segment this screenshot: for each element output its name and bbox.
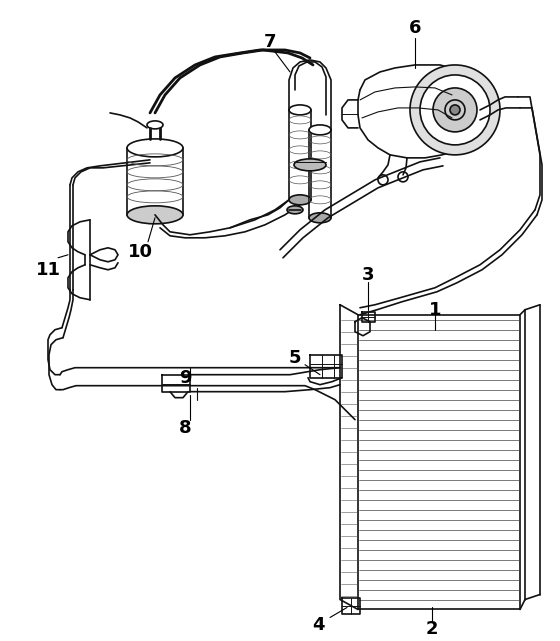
- Circle shape: [420, 75, 490, 145]
- Text: 7: 7: [264, 33, 276, 51]
- Ellipse shape: [127, 206, 183, 224]
- Text: 2: 2: [426, 620, 438, 638]
- Text: 10: 10: [128, 243, 152, 261]
- Circle shape: [410, 65, 500, 155]
- Ellipse shape: [309, 125, 331, 135]
- Text: 11: 11: [35, 261, 60, 279]
- Ellipse shape: [287, 206, 303, 214]
- Text: 1: 1: [429, 301, 441, 319]
- Text: 9: 9: [179, 369, 192, 387]
- Ellipse shape: [289, 195, 311, 205]
- Text: 6: 6: [409, 19, 421, 37]
- Ellipse shape: [309, 213, 331, 223]
- Circle shape: [450, 105, 460, 115]
- Text: 5: 5: [289, 349, 301, 367]
- Text: 8: 8: [179, 419, 192, 437]
- Text: 3: 3: [362, 266, 374, 284]
- Text: 4: 4: [312, 617, 324, 635]
- Circle shape: [433, 88, 477, 132]
- Ellipse shape: [127, 139, 183, 157]
- Ellipse shape: [289, 105, 311, 115]
- Ellipse shape: [294, 159, 326, 171]
